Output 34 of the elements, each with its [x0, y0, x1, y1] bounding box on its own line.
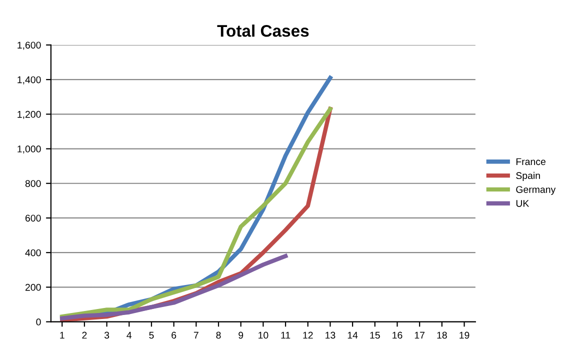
y-tick-label: 1,200	[18, 110, 41, 119]
legend-label: Spain	[516, 172, 540, 181]
x-tick-label: 5	[149, 332, 154, 339]
x-tick-label: 9	[238, 332, 244, 339]
y-tick-label: 1,600	[18, 42, 41, 50]
y-tick-label: 800	[25, 180, 41, 187]
x-tick-label: 8	[216, 332, 221, 339]
x-tick-label: 11	[281, 332, 290, 339]
x-tick-label: 14	[348, 332, 358, 339]
x-tick-label: 6	[172, 332, 176, 339]
y-tick-label: 200	[25, 284, 41, 291]
x-tick-label: 10	[258, 332, 268, 339]
x-tick-label: 18	[437, 332, 447, 339]
y-tick-label: 400	[25, 249, 41, 256]
x-tick-label: 17	[414, 332, 425, 339]
x-tick-label: 7	[194, 332, 198, 339]
y-tick-label: 1,400	[18, 76, 41, 84]
legend-label: Germany	[516, 186, 556, 195]
y-tick-label: 1,000	[18, 146, 41, 154]
chart-title: Total Cases	[217, 24, 309, 37]
y-tick-label: 0	[36, 318, 41, 326]
legend-label: UK	[516, 200, 530, 207]
x-tick-label: 4	[126, 332, 132, 339]
x-tick-label: 1	[60, 332, 64, 339]
x-tick-label: 19	[460, 332, 470, 339]
x-tick-label: 13	[326, 332, 336, 339]
x-tick-label: 3	[104, 332, 110, 339]
x-tick-label: 12	[303, 332, 313, 339]
legend-label: France	[516, 158, 546, 166]
x-tick-label: 16	[392, 332, 402, 339]
x-tick-label: 2	[82, 332, 87, 339]
line-series	[60, 254, 288, 320]
y-tick-label: 600	[25, 214, 41, 222]
x-tick-label: 15	[370, 332, 380, 339]
